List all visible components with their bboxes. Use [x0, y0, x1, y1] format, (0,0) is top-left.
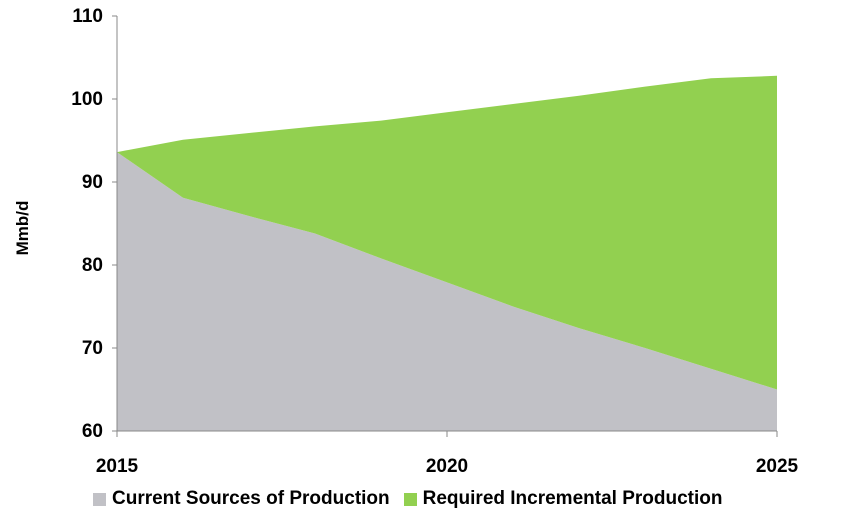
area-current-sources-of-production	[117, 152, 777, 431]
y-tick-label: 60	[82, 421, 103, 442]
x-tick-label: 2020	[426, 456, 468, 477]
y-tick-labels: 60 70 80 90 100 110	[71, 6, 103, 442]
area-required-incremental-production	[117, 75, 777, 390]
y-tick-label: 100	[71, 89, 103, 110]
legend-item-required-incremental: Required Incremental Production	[403, 488, 723, 510]
legend-label-required-incremental: Required Incremental Production	[422, 488, 723, 509]
legend: Current Sources of Production Required I…	[93, 488, 736, 510]
x-tick-labels: 2015 2020 2025	[96, 456, 799, 477]
chart-areas	[117, 75, 777, 431]
y-axis-label: Mmb/d	[13, 201, 32, 256]
chart-axes	[112, 15, 778, 437]
legend-swatch-required-incremental	[403, 492, 417, 506]
x-tick-label: 2025	[756, 456, 799, 477]
y-tick-label: 70	[82, 338, 103, 359]
x-tick-label: 2015	[96, 456, 139, 477]
y-tick-label: 80	[82, 255, 103, 276]
legend-label-current-sources: Current Sources of Production	[112, 488, 390, 509]
y-tick-label: 110	[72, 6, 103, 27]
y-tick-label: 90	[82, 172, 103, 193]
chart: 60 70 80 90 100 110 2015 2020 2025 Mmb/d	[13, 6, 799, 477]
legend-item-current-sources: Current Sources of Production	[93, 488, 390, 510]
legend-swatch-current-sources	[93, 492, 106, 506]
